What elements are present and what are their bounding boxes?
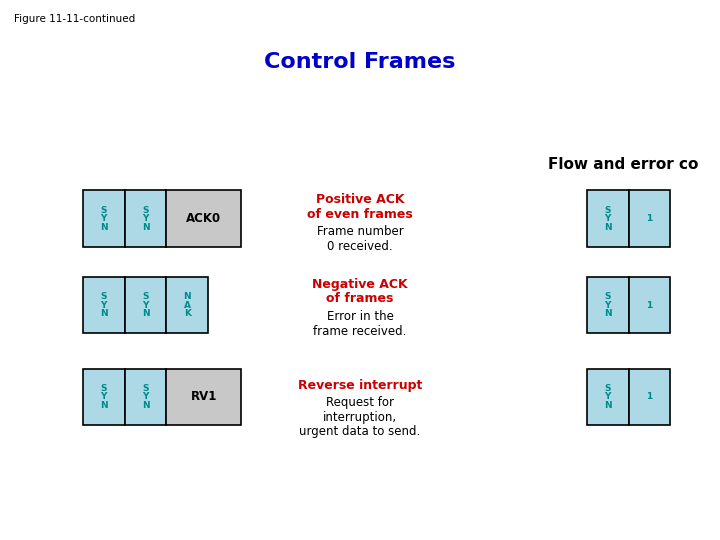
Text: Positive ACK
of even frames: Positive ACK of even frames	[307, 193, 413, 220]
Bar	[125, 368, 166, 426]
Text: 1: 1	[647, 214, 652, 223]
Bar	[629, 368, 670, 426]
Text: Frame number
0 received.: Frame number 0 received.	[317, 226, 403, 253]
Bar	[83, 368, 125, 426]
Text: RV1: RV1	[191, 390, 217, 403]
Bar	[587, 368, 629, 426]
Text: S
Y
N: S Y N	[142, 384, 149, 410]
Bar	[587, 276, 629, 333]
Bar	[83, 191, 125, 247]
Bar	[587, 191, 629, 247]
Text: 1: 1	[647, 301, 652, 309]
Text: Reverse interrupt: Reverse interrupt	[298, 379, 422, 392]
Text: S
Y
N: S Y N	[100, 292, 107, 318]
Text: Figure 11-11-continued: Figure 11-11-continued	[14, 14, 135, 24]
Text: Negative ACK
of frames: Negative ACK of frames	[312, 278, 408, 305]
Text: Error in the
frame received.: Error in the frame received.	[313, 310, 407, 338]
Text: S
Y
N: S Y N	[604, 384, 611, 410]
Text: S
Y
N: S Y N	[142, 206, 149, 232]
Bar	[125, 191, 166, 247]
Text: S
Y
N: S Y N	[142, 292, 149, 318]
Text: Control Frames: Control Frames	[264, 52, 456, 72]
Text: S
Y
N: S Y N	[604, 206, 611, 232]
Text: S
Y
N: S Y N	[100, 206, 107, 232]
Bar	[83, 276, 125, 333]
Text: 1: 1	[647, 393, 652, 401]
Text: N
A
K: N A K	[184, 292, 191, 318]
Text: S
Y
N: S Y N	[100, 384, 107, 410]
Bar	[125, 276, 166, 333]
Bar	[166, 276, 208, 333]
Bar	[629, 191, 670, 247]
Bar	[166, 368, 241, 426]
Text: Request for
interruption,
urgent data to send.: Request for interruption, urgent data to…	[300, 396, 420, 438]
Bar	[166, 191, 241, 247]
Text: ACK0: ACK0	[186, 212, 222, 225]
Text: Flow and error co: Flow and error co	[548, 157, 698, 172]
Text: S
Y
N: S Y N	[604, 292, 611, 318]
Bar	[629, 276, 670, 333]
